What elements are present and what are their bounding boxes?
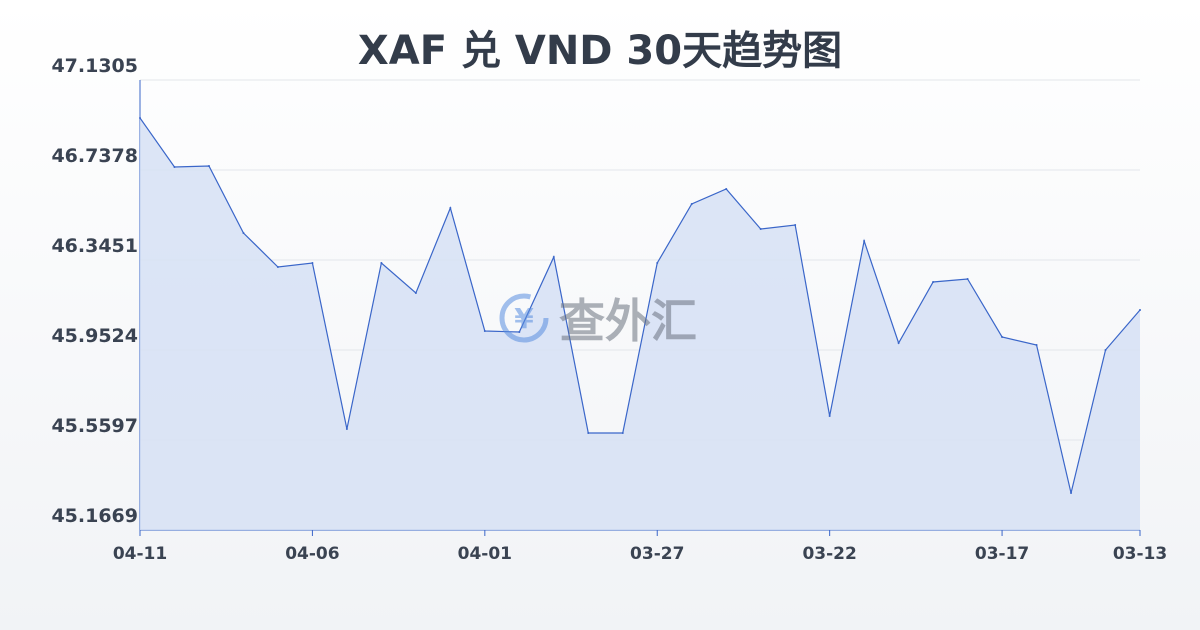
x-tick-label: 04-01 bbox=[458, 544, 512, 564]
data-point bbox=[725, 187, 728, 190]
series-line bbox=[139, 117, 1141, 494]
y-tick-label: 47.1305 bbox=[51, 55, 138, 77]
x-tick-label: 03-22 bbox=[802, 544, 856, 564]
data-point bbox=[828, 414, 831, 417]
y-tick-label: 45.1669 bbox=[51, 505, 138, 527]
x-tick-label: 03-27 bbox=[630, 544, 684, 564]
data-point bbox=[414, 291, 417, 294]
y-tick-label: 45.5597 bbox=[51, 415, 138, 437]
data-point bbox=[759, 228, 762, 231]
x-tick-label: 04-06 bbox=[285, 544, 339, 564]
data-point bbox=[1139, 308, 1141, 311]
y-tick-label: 45.9524 bbox=[51, 325, 138, 347]
y-tick-label: 46.3451 bbox=[51, 235, 138, 257]
data-point bbox=[932, 280, 935, 283]
data-point bbox=[518, 330, 521, 333]
data-point bbox=[173, 165, 176, 168]
data-point bbox=[139, 116, 141, 119]
data-point bbox=[207, 164, 210, 167]
data-point bbox=[794, 223, 797, 226]
data-point bbox=[656, 261, 659, 264]
data-point bbox=[1035, 343, 1038, 346]
data-point bbox=[1070, 491, 1073, 494]
data-point bbox=[345, 428, 348, 431]
data-point bbox=[1104, 348, 1107, 351]
data-point bbox=[449, 206, 452, 209]
data-point bbox=[483, 329, 486, 332]
data-point bbox=[552, 255, 555, 258]
watermark-text: 查外汇 bbox=[559, 294, 697, 348]
data-point bbox=[380, 261, 383, 264]
data-point bbox=[690, 203, 693, 206]
data-point bbox=[863, 239, 866, 242]
chart-title: XAF 兑 VND 30天趋势图 bbox=[357, 28, 843, 74]
x-tick-label: 03-13 bbox=[1113, 544, 1167, 564]
data-point bbox=[897, 341, 900, 344]
currency-exchange-icon: ¥ bbox=[499, 293, 549, 343]
svg-text:¥: ¥ bbox=[514, 302, 534, 335]
x-tick-label: 03-17 bbox=[975, 544, 1029, 564]
data-point bbox=[966, 277, 969, 280]
data-point bbox=[311, 261, 314, 264]
x-tick-label: 04-11 bbox=[113, 544, 167, 564]
data-point bbox=[621, 431, 624, 434]
area-fill bbox=[140, 117, 1140, 531]
y-tick-label: 46.7378 bbox=[51, 145, 138, 167]
data-point bbox=[1001, 335, 1004, 338]
data-point bbox=[276, 266, 279, 269]
data-point bbox=[242, 231, 245, 234]
data-point bbox=[587, 431, 590, 434]
watermark-logo: ¥ 查外汇 bbox=[497, 285, 697, 351]
